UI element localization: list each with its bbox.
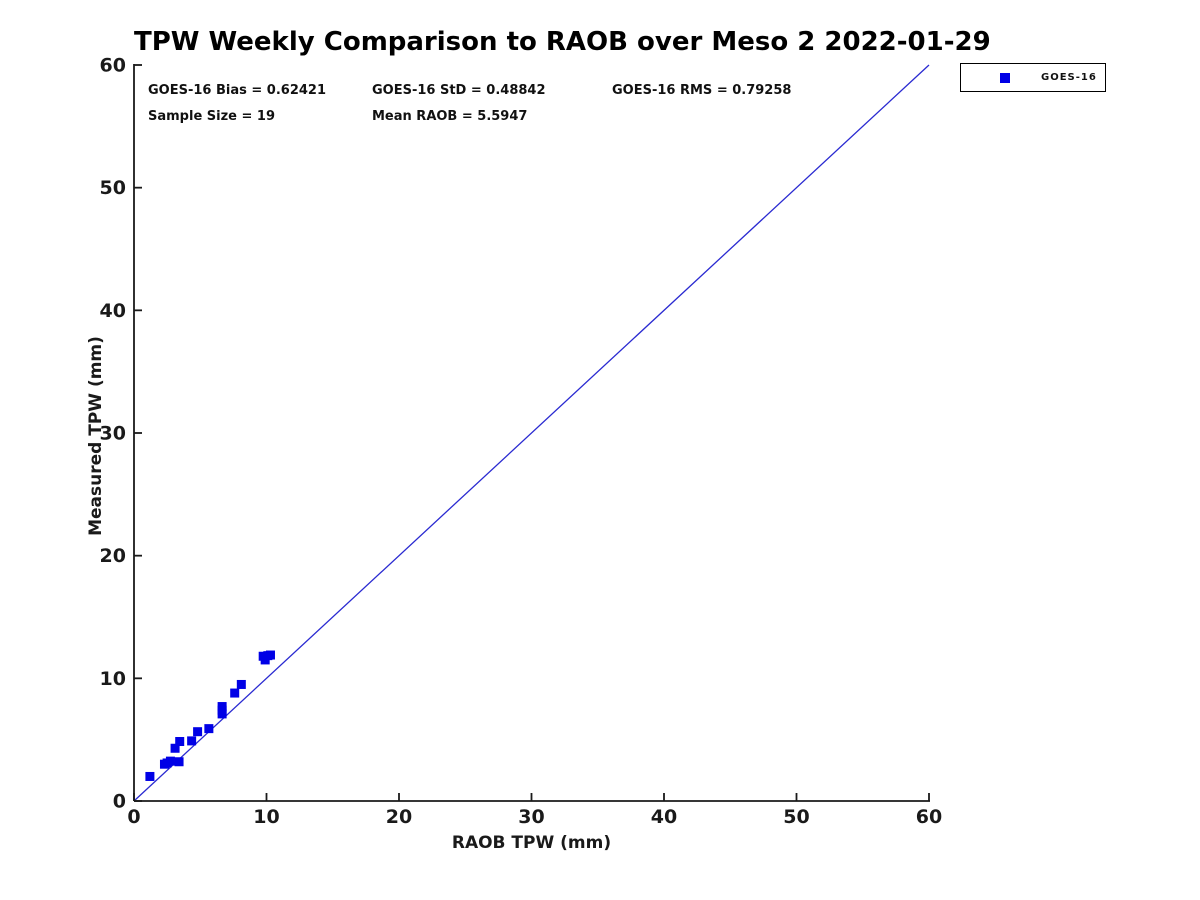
y-tick-label: 20 [100, 545, 126, 567]
x-tick-label: 60 [916, 806, 942, 828]
scatter-point [165, 756, 175, 766]
y-tick-label: 40 [100, 300, 126, 322]
y-axis-label: Measured TPW (mm) [86, 336, 106, 536]
x-tick-label: 50 [783, 806, 809, 828]
x-tick-label: 40 [651, 806, 677, 828]
y-tick-label: 10 [100, 668, 126, 690]
scatter-point [204, 724, 214, 734]
y-tick-label: 60 [100, 55, 126, 77]
identity-line [133, 64, 930, 802]
x-tick-label: 30 [518, 806, 544, 828]
legend-marker-square-icon [1000, 72, 1010, 83]
y-tick-label: 50 [100, 177, 126, 199]
scatter-point [193, 727, 203, 737]
scatter-point [236, 679, 246, 689]
x-tick-label: 0 [127, 806, 140, 828]
scatter-point [170, 743, 180, 753]
x-tick-label: 10 [253, 806, 279, 828]
scatter-point [174, 757, 184, 767]
scatter-point [230, 688, 240, 698]
scatter-point [175, 737, 185, 747]
y-tick-label: 30 [100, 423, 126, 445]
stat-mean-raob: Mean RAOB = 5.5947 [372, 109, 528, 124]
stat-bias: GOES-16 Bias = 0.62421 [148, 83, 327, 98]
scatter-point [187, 736, 197, 746]
scatter-point [265, 650, 275, 660]
legend-label: GOES-16 [1041, 72, 1097, 83]
x-tick-label: 20 [386, 806, 412, 828]
legend-box: GOES-16 [960, 63, 1106, 92]
x-axis-label: RAOB TPW (mm) [451, 833, 612, 853]
y-tick-label: 0 [113, 791, 126, 813]
stat-rms: GOES-16 RMS = 0.79258 [612, 83, 792, 98]
stat-std: GOES-16 StD = 0.48842 [372, 83, 546, 98]
chart-title: TPW Weekly Comparison to RAOB over Meso … [134, 27, 991, 57]
scatter-point [145, 771, 155, 781]
scatter-point [217, 709, 227, 719]
stat-sample-size: Sample Size = 19 [148, 109, 276, 124]
